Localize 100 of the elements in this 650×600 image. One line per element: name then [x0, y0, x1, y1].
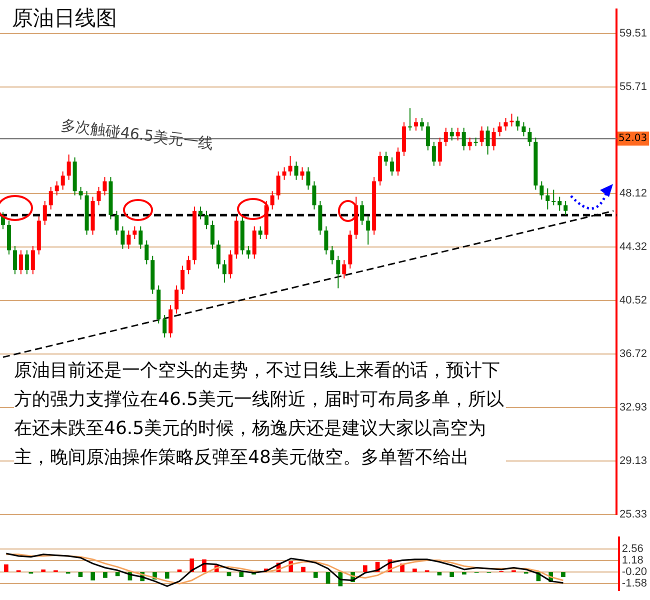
candlestick	[186, 255, 191, 275]
candlestick	[144, 240, 149, 265]
candlestick	[54, 180, 59, 196]
candlestick	[276, 170, 280, 200]
candlestick	[492, 127, 496, 151]
candlestick	[288, 155, 292, 176]
candlestick	[330, 246, 334, 265]
bar	[78, 572, 83, 577]
y-tick-label: -0.20	[622, 566, 648, 578]
candlestick	[516, 116, 520, 132]
candlestick	[204, 210, 208, 230]
candlestick	[540, 180, 544, 200]
candlestick	[552, 189, 556, 206]
candlestick	[498, 122, 502, 137]
candlestick	[450, 127, 454, 141]
candlestick	[30, 246, 35, 275]
y-tick-label: 25.33	[619, 508, 648, 520]
candlestick	[366, 216, 370, 246]
candlestick	[486, 126, 490, 156]
candlestick	[60, 170, 65, 190]
bar	[90, 572, 96, 580]
candlestick	[270, 190, 274, 210]
y-tick-label: 32.93	[619, 401, 648, 414]
bar	[41, 569, 46, 572]
bar	[164, 572, 170, 579]
candlestick	[24, 250, 29, 275]
candlestick	[444, 127, 448, 147]
candlestick	[396, 147, 400, 176]
candlestick	[126, 230, 131, 250]
candlestick	[42, 200, 47, 226]
bar	[412, 568, 417, 572]
candlestick	[180, 265, 185, 294]
candlestick	[312, 180, 316, 210]
bar	[103, 572, 108, 578]
candlestick	[12, 246, 17, 275]
candlestick	[408, 108, 412, 132]
candlestick	[66, 154, 71, 180]
candlestick	[528, 127, 532, 147]
y-tick-label: 36.72	[619, 348, 648, 360]
candlestick	[342, 260, 346, 279]
candlestick	[546, 188, 550, 210]
bar	[301, 566, 306, 572]
bar	[326, 572, 330, 584]
bar	[177, 569, 182, 572]
candlestick	[96, 186, 101, 206]
bar	[239, 572, 244, 577]
y-tick-label: 44.32	[619, 241, 648, 254]
candlestick	[420, 117, 424, 132]
candlestick	[78, 186, 83, 200]
candlestick	[300, 166, 304, 180]
y-tick-label: 55.71	[619, 80, 648, 93]
candlestick	[306, 166, 310, 190]
bar	[437, 572, 442, 576]
candlestick	[522, 122, 526, 137]
candlestick	[432, 141, 436, 166]
bar	[450, 572, 454, 577]
y-tick-label: 1.18	[622, 554, 644, 566]
candlestick	[162, 314, 167, 338]
y-tick-label: 40.52	[619, 294, 648, 307]
annotation: 多次触碰46.5美元一线	[60, 116, 214, 154]
candlestick	[228, 250, 232, 279]
candlestick	[480, 126, 484, 147]
candlestick	[132, 226, 137, 240]
candlestick	[246, 246, 250, 260]
candlestick	[426, 122, 430, 151]
candlestick	[252, 226, 256, 260]
annotation: 原油目前还是一个空头的走势，不过日线上来看的话，预计下方的强力支撑位在46.5美元一线附近，届时可布局多单，所以在还未跌至46.5美元的时候，杨逸庆还是建议大家以高空为主，晚间原油操作策略反弹至48美元做空。多单暂不给出	[14, 356, 506, 472]
bar	[4, 564, 8, 572]
candlestick	[336, 255, 340, 289]
candlestick	[360, 200, 364, 226]
candlestick	[210, 220, 214, 250]
candlestick	[294, 161, 298, 180]
candlestick	[456, 127, 460, 141]
candlestick	[138, 226, 143, 250]
candlestick	[168, 304, 173, 338]
candlestick	[222, 260, 226, 284]
candlestick	[120, 226, 125, 250]
ref-line-label: 52.03	[618, 133, 648, 144]
bar	[363, 565, 368, 572]
candlestick	[258, 226, 262, 240]
candlestick	[462, 127, 466, 151]
candlestick	[438, 137, 442, 166]
candlestick	[414, 117, 418, 132]
y-tick-label: 48.12	[619, 188, 648, 200]
candlestick	[18, 250, 23, 275]
candlestick	[384, 151, 388, 166]
candlestick	[48, 186, 53, 210]
bar	[115, 572, 120, 576]
chart-title: 原油日线图	[8, 4, 121, 32]
candlestick	[558, 196, 562, 212]
candlestick	[114, 210, 119, 236]
candlestick	[102, 176, 107, 196]
candlestick	[468, 137, 472, 151]
candlestick	[282, 166, 286, 180]
candlestick	[564, 200, 568, 216]
y-tick-label: 59.51	[619, 27, 648, 40]
candlestick	[174, 284, 179, 314]
candlestick	[390, 156, 394, 176]
y-tick-label: 29.13	[619, 454, 648, 467]
candlestick	[324, 226, 328, 255]
